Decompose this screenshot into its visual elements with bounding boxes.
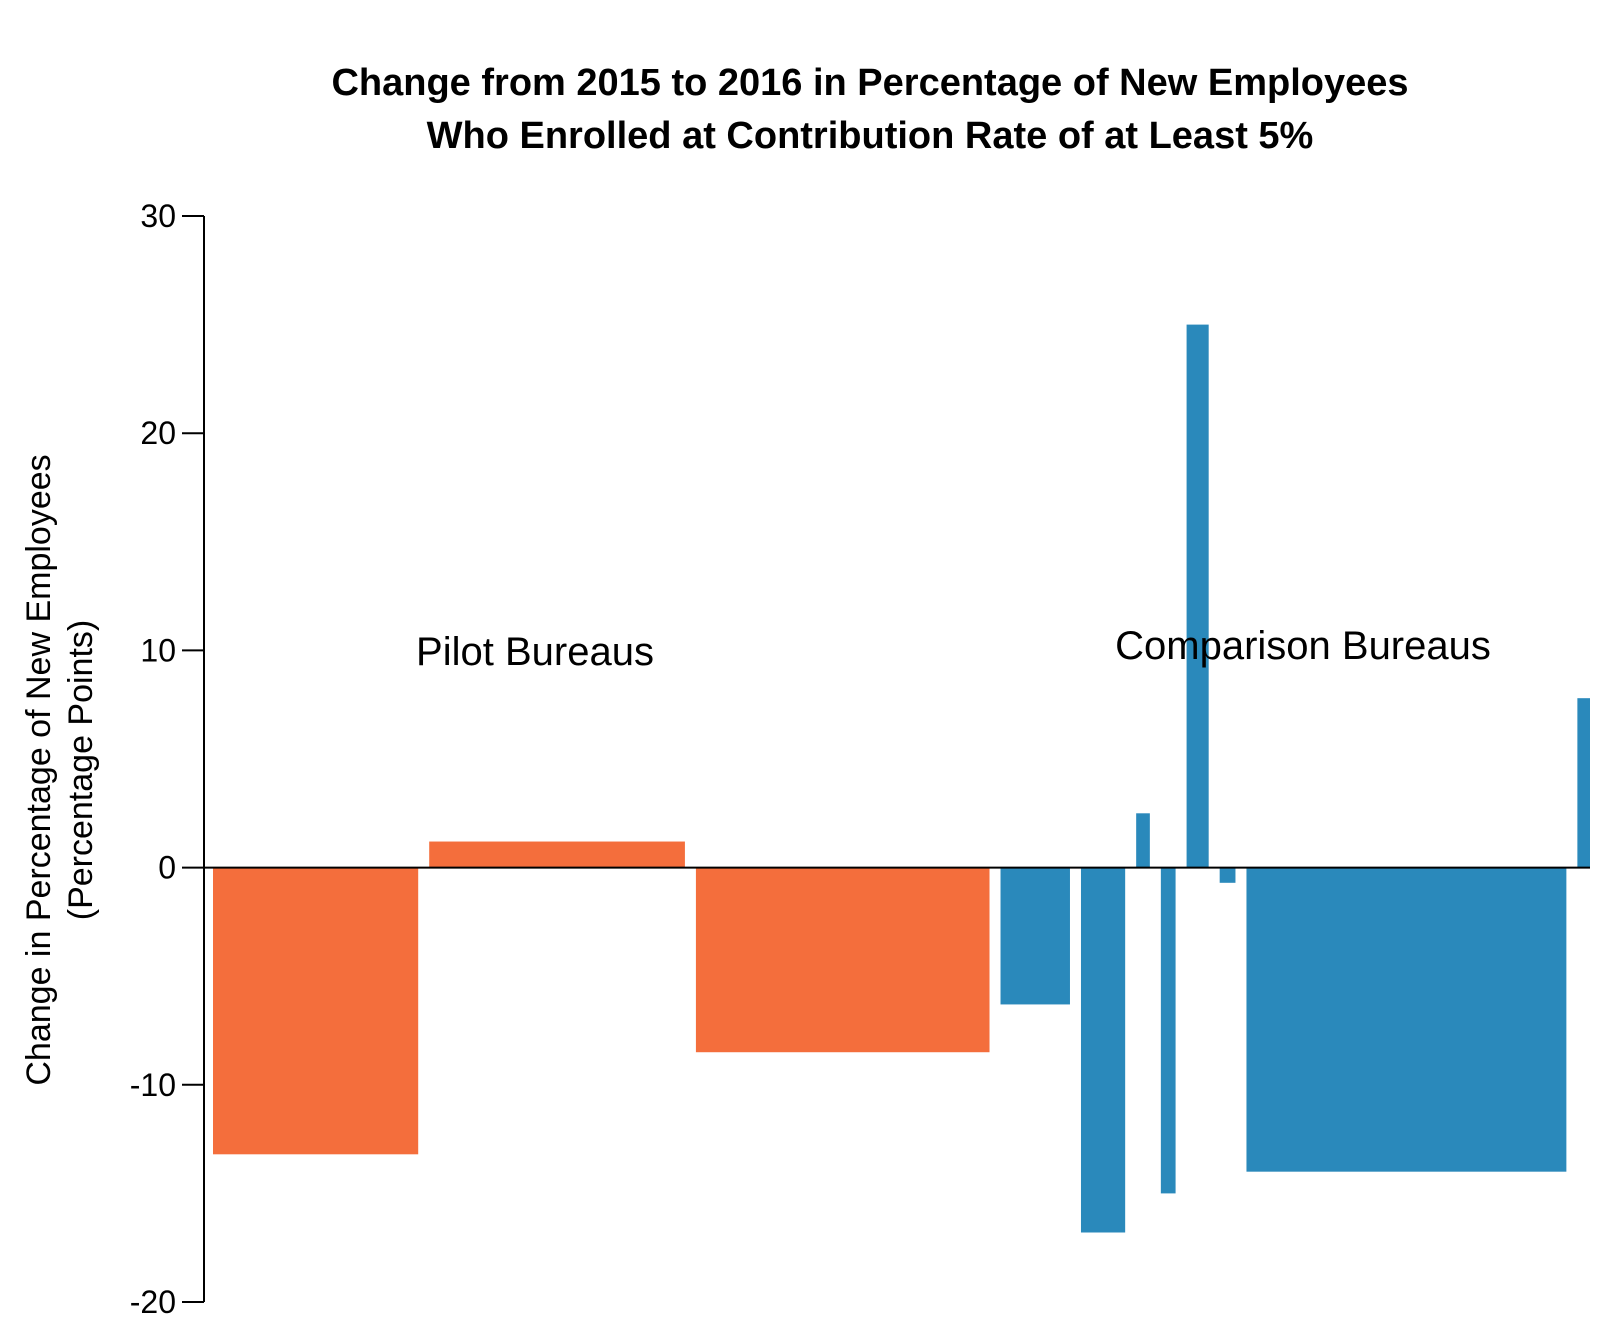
y-axis-label-line-2: (Percentage Points)	[62, 620, 100, 921]
y-axis-label: Change in Percentage of New Employees (P…	[20, 454, 100, 1085]
bar-1	[213, 867, 419, 1155]
y-tick-label: -20	[130, 1284, 176, 1320]
y-axis: 30 20 10 0 -10 -20	[130, 198, 1590, 1320]
chart-title-line-1: Change from 2015 to 2016 in Percentage o…	[331, 62, 1408, 104]
chart-title-line-2: Who Enrolled at Contribution Rate of at …	[427, 115, 1314, 157]
group-label-comparison: Comparison Bureaus	[1115, 624, 1491, 668]
bar-9	[1219, 867, 1236, 883]
bar-10	[1246, 867, 1567, 1172]
y-tick-label: -10	[130, 1067, 176, 1103]
bar-8	[1186, 324, 1209, 868]
y-tick-label: 10	[140, 632, 176, 668]
bar-3	[695, 867, 990, 1053]
bars	[213, 324, 1590, 1233]
y-tick-label: 0	[158, 850, 176, 886]
bar-4	[1000, 867, 1070, 1005]
bar-6	[1136, 813, 1150, 868]
bar-11	[1577, 698, 1590, 868]
y-tick-label: 30	[140, 198, 176, 234]
bar-2	[429, 841, 685, 868]
group-label-pilot: Pilot Bureaus	[416, 630, 654, 674]
bar-5	[1080, 867, 1126, 1233]
y-tick-label: 20	[140, 415, 176, 451]
y-axis-label-line-1: Change in Percentage of New Employees	[20, 454, 58, 1085]
bar-7	[1160, 867, 1176, 1194]
